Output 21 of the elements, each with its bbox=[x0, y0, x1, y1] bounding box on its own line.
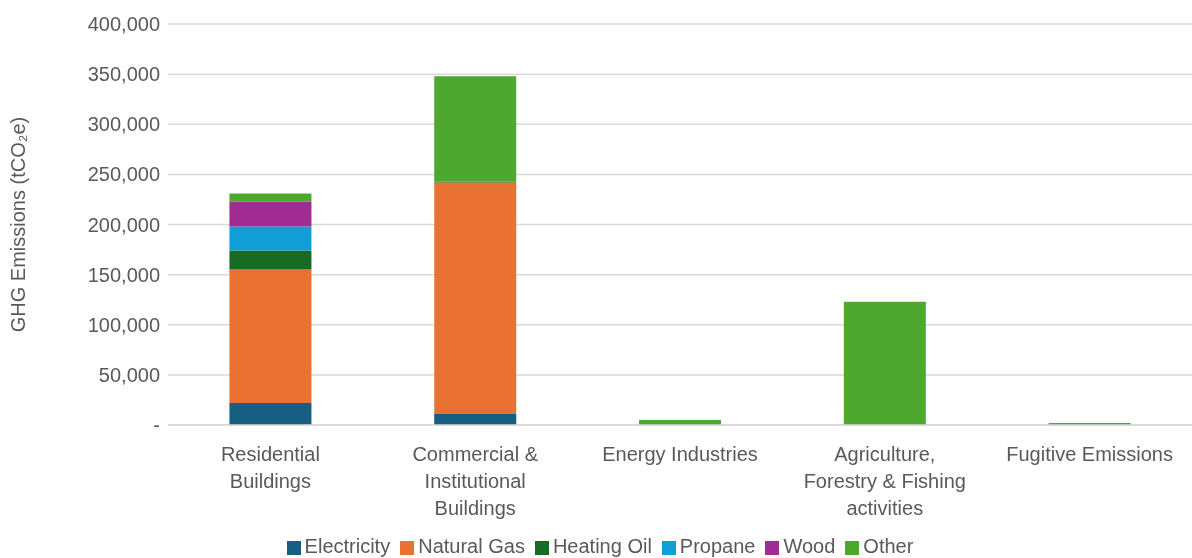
legend-label: Electricity bbox=[304, 535, 391, 557]
y-tick-label: 250,000 bbox=[87, 163, 160, 186]
legend-label: Propane bbox=[679, 535, 756, 557]
x-tick-label: Residential Buildings bbox=[220, 443, 320, 492]
y-tick-label: 300,000 bbox=[87, 113, 160, 136]
legend-label: Other bbox=[863, 535, 914, 557]
x-tick-label: Fugitive Emissions bbox=[1006, 443, 1173, 465]
x-tick-label: Commercial & Institutional Buildings bbox=[412, 443, 539, 519]
y-tick-label: - bbox=[153, 414, 160, 437]
y-tick-label: 200,000 bbox=[87, 213, 160, 236]
y-tick-label: 400,000 bbox=[87, 13, 160, 36]
legend-label: Wood bbox=[783, 535, 836, 557]
x-tick-label: Agriculture, Forestry & Fishing activities bbox=[803, 443, 966, 519]
y-tick-label: 100,000 bbox=[87, 313, 160, 336]
y-axis-title: GHG Emissions (tCO₂e) bbox=[7, 116, 30, 333]
y-tick-label: 50,000 bbox=[98, 363, 160, 386]
y-tick-label: 150,000 bbox=[87, 263, 160, 286]
x-tick-label: Energy Industries bbox=[602, 443, 758, 465]
legend-label: Heating Oil bbox=[552, 535, 652, 557]
y-tick-label: 350,000 bbox=[87, 63, 160, 86]
legend-label: Natural Gas bbox=[418, 535, 525, 557]
